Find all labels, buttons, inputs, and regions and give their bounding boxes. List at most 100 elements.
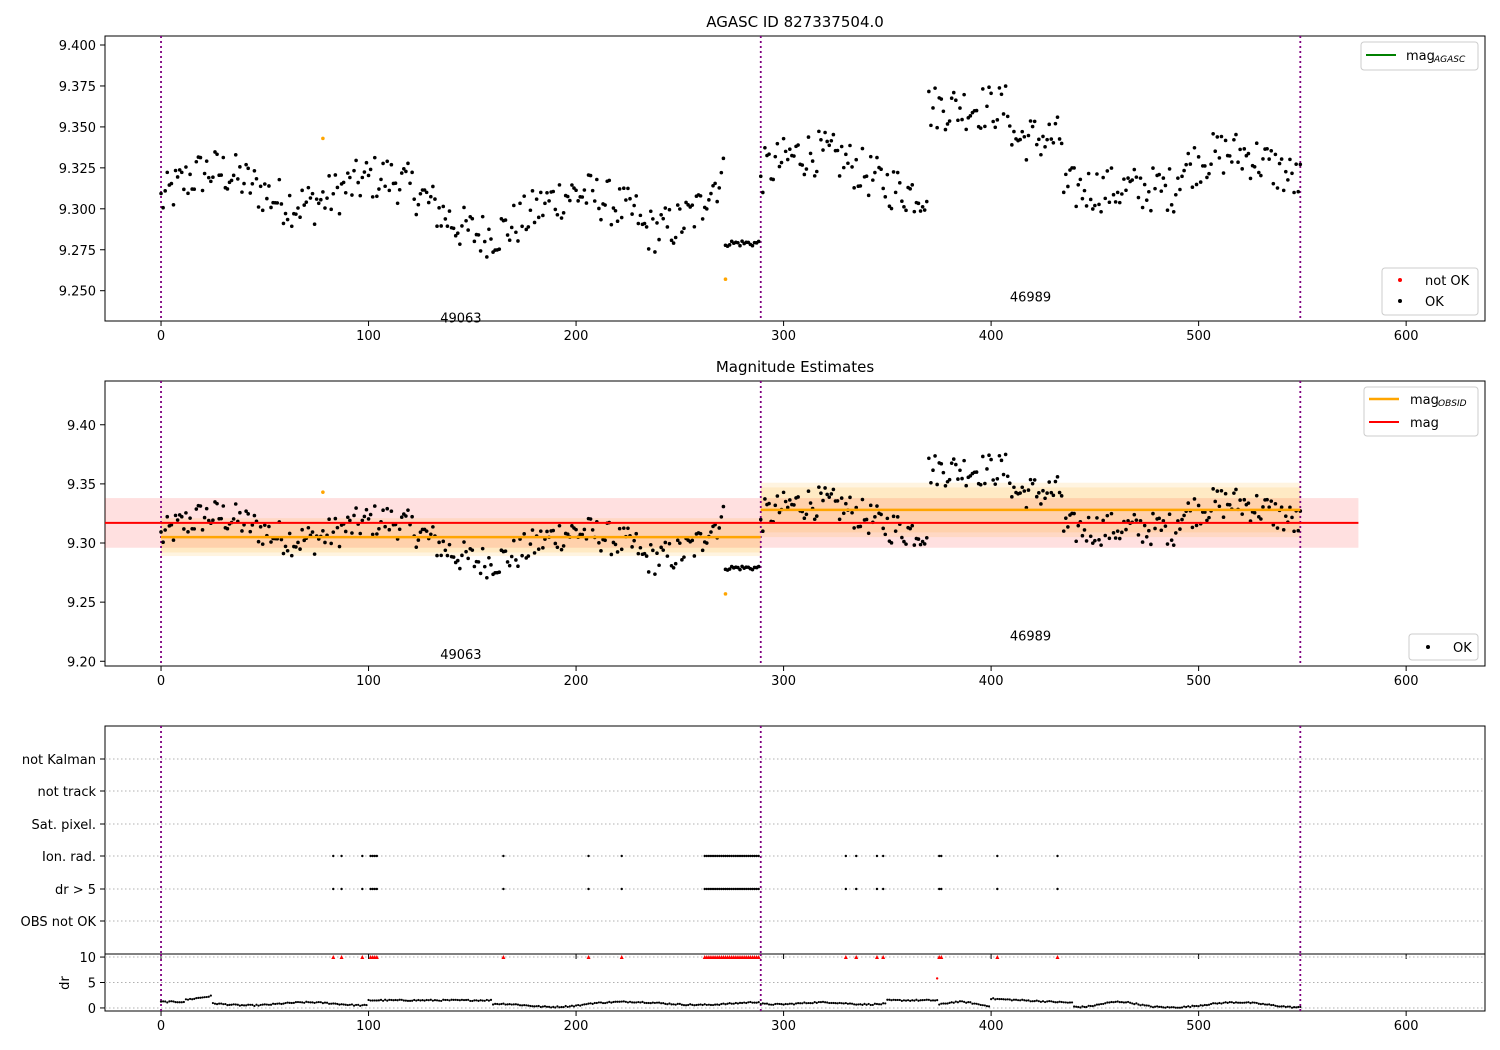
mag-point-ok: [673, 235, 678, 240]
dr-point: [1087, 1004, 1090, 1007]
mag-point-ok: [1246, 501, 1251, 505]
dr-point: [1178, 1006, 1182, 1009]
flag-point-ion-rad: [369, 854, 372, 858]
mag-point-ok: [219, 173, 224, 177]
flag-point-dr-gt-5: [724, 887, 727, 891]
mag-point-ok: [1086, 171, 1091, 176]
dr-point: [402, 999, 405, 1002]
mag-point-ok: [1227, 154, 1232, 158]
flag-point-dr-gt-5: [745, 887, 748, 891]
dr-point: [489, 998, 493, 1001]
mag-point-ok: [692, 554, 697, 558]
mag-point-ok: [182, 527, 186, 531]
mag-point-ok: [404, 514, 408, 518]
mag-point-ok: [1018, 137, 1022, 142]
flag-point-ion-rad: [940, 854, 943, 858]
dr-point: [1222, 1001, 1225, 1004]
mag-point-ok: [165, 170, 170, 175]
mag-point-ok: [1109, 511, 1114, 516]
mag-point-ok: [806, 489, 811, 494]
dr-point: [411, 999, 414, 1002]
mag-point-flagged: [321, 136, 325, 141]
mag-point-ok: [675, 538, 680, 543]
mag-point-ok: [1059, 494, 1064, 498]
dr-point: [716, 1003, 719, 1006]
dr-point: [527, 1004, 530, 1007]
flag-point-ion-rad: [938, 854, 941, 858]
dr-point: [1058, 1000, 1061, 1003]
dr-point: [1114, 1000, 1117, 1003]
mag-point-ok: [1283, 169, 1288, 174]
mag-point-ok: [835, 499, 840, 503]
mag-point-ok: [252, 168, 257, 173]
dr-point: [1139, 1004, 1142, 1007]
mag-point-ok: [1178, 527, 1182, 531]
mag-point-ok: [300, 188, 304, 193]
mag-point-ok: [1055, 115, 1060, 119]
dr-point: [641, 1000, 644, 1003]
dr-point: [487, 999, 491, 1002]
mag-point-ok: [1217, 156, 1222, 160]
dr-point: [274, 1002, 277, 1006]
dr-point: [568, 1005, 571, 1008]
dr-point: [242, 1004, 246, 1007]
mag-point-ok: [893, 529, 898, 533]
mag-point-ok: [879, 512, 883, 517]
mag-point-ok: [466, 556, 470, 561]
mag-point-ok: [802, 516, 807, 521]
dr-point: [763, 1002, 767, 1005]
dr-point: [1164, 1006, 1167, 1009]
dr-point: [880, 1003, 883, 1006]
mag-point-ok: [385, 159, 390, 164]
mag-point-ok: [636, 551, 641, 556]
mag-point-ok: [875, 155, 879, 160]
dr-point: [375, 999, 378, 1002]
mag-point-ok: [823, 486, 827, 490]
mag-point-ok: [931, 468, 935, 473]
mag-point-ok: [1196, 503, 1201, 508]
mag-point-ok: [1136, 195, 1141, 200]
mag-point-ok: [887, 204, 892, 209]
mag-point-ok: [929, 123, 933, 128]
mag-point-ok: [360, 518, 365, 523]
dr-point: [477, 999, 480, 1002]
dr-point: [1133, 1002, 1136, 1006]
mag-point-ok: [1242, 147, 1247, 151]
mag-point-ok: [1113, 200, 1118, 204]
mag-point-ok: [188, 172, 192, 177]
dr-point: [1162, 1006, 1165, 1009]
mag-point-ok: [557, 183, 562, 187]
dr-point: [354, 1003, 358, 1007]
flag-point-dr-gt-5: [707, 887, 711, 891]
mag-point-ok: [441, 539, 446, 544]
mag-point-ok: [1209, 162, 1213, 167]
dr-point: [583, 1003, 586, 1006]
mag-point-ok: [385, 506, 390, 511]
dr-point: [931, 999, 935, 1002]
mag-point-ok: [1192, 146, 1197, 150]
dr-point: [462, 998, 466, 1002]
mag-point-ok: [692, 224, 697, 229]
dr-point: [938, 1003, 941, 1006]
mag-point-ok: [987, 85, 991, 90]
dr-point: [1062, 1001, 1065, 1004]
dr-point: [846, 1002, 850, 1005]
mag-point-ok: [238, 165, 242, 169]
dr-point: [1241, 1001, 1244, 1004]
mag-point-ok: [159, 191, 163, 196]
flag-row-label: Sat. pixel.: [32, 818, 96, 833]
dr-point: [973, 1002, 976, 1005]
mag-point-ok: [962, 458, 966, 463]
mag-point-ok: [458, 566, 462, 571]
flag-point-ion-rad: [620, 854, 623, 858]
flag-point-dr-gt-5: [734, 887, 738, 891]
flag-point-ion-rad: [722, 854, 725, 858]
mag-point-ok: [615, 219, 620, 224]
dr-point: [309, 1001, 312, 1004]
dr-point: [226, 1004, 229, 1007]
mag-point-ok: [296, 540, 300, 545]
mag-point-ok: [159, 530, 163, 534]
mag-point-ok: [306, 525, 311, 530]
mag-point-ok: [715, 199, 719, 204]
mag-point-ok: [1144, 534, 1149, 539]
